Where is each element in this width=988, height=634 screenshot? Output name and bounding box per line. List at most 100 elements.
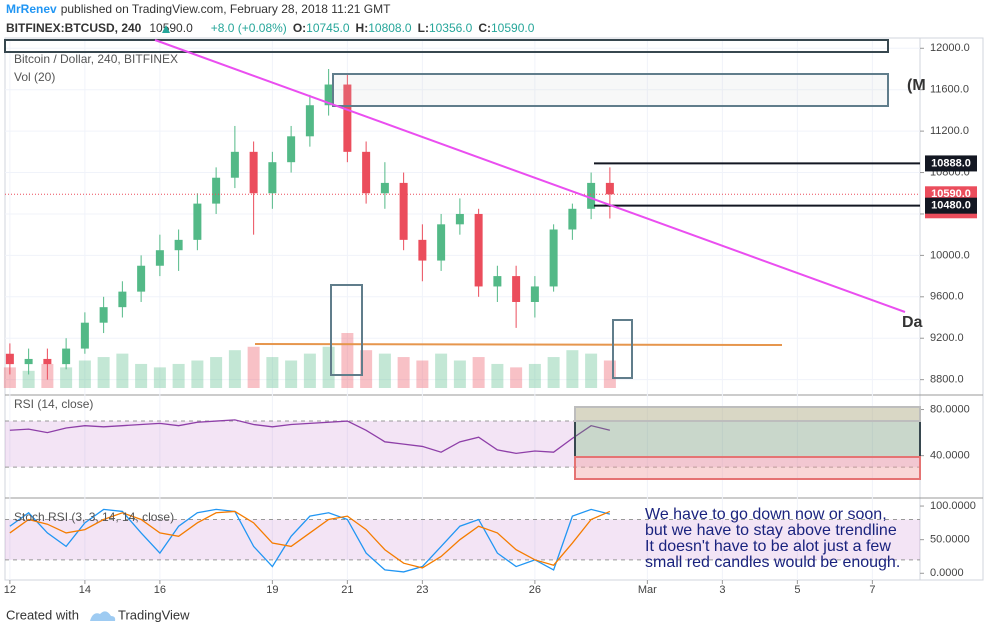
candle-body: [399, 182, 408, 240]
published: published on TradingView.com, February 2…: [61, 2, 391, 16]
volume-bar: [435, 353, 448, 388]
rsi-zone: [574, 456, 921, 480]
candle-body: [193, 203, 202, 240]
quote-value: 10356.0: [429, 21, 473, 35]
author[interactable]: MrRenev: [6, 2, 57, 16]
footer-text: Created with: [6, 607, 79, 622]
candle-body: [512, 276, 521, 302]
panel-frame: [4, 37, 984, 581]
volume-bar: [603, 360, 616, 388]
x-tick-label: 21: [341, 584, 353, 596]
quote-label: L:: [418, 21, 429, 35]
candle-body: [437, 224, 446, 261]
y-tick-label: 0.0000: [930, 567, 964, 579]
volume-bar: [510, 367, 523, 388]
quote-label: C:: [478, 21, 491, 35]
plot: 12000.011600.011200.010800.010400.010000…: [4, 40, 977, 596]
volume-bar: [228, 350, 241, 388]
rsi-legend: RSI (14, close): [14, 397, 93, 411]
change: +8.0 (+0.08%): [211, 21, 287, 35]
x-tick-label: 26: [529, 584, 541, 596]
x-tick-label: Mar: [638, 584, 657, 596]
trendline: [154, 39, 906, 313]
x-tick-label: 16: [154, 584, 166, 596]
volume-bar: [285, 360, 298, 388]
candle-body: [99, 307, 108, 323]
volume-bar: [210, 357, 223, 388]
y-tick-label: 10000.0: [930, 249, 970, 261]
x-tick-label: 14: [79, 584, 91, 596]
volume-bar: [528, 363, 541, 388]
candle-body: [587, 182, 596, 209]
candle-body: [268, 162, 277, 194]
volume-bar: [22, 370, 35, 388]
volume-bar: [416, 360, 429, 388]
logo: [90, 611, 116, 621]
volume-bar: [303, 353, 316, 388]
volume-bar: [191, 360, 204, 388]
price-badge: [925, 155, 977, 172]
price-badge-label: 10888.0: [931, 157, 971, 169]
last-price: 10590.0: [149, 21, 193, 35]
x-tick-label: 23: [416, 584, 428, 596]
rsi-zone: [574, 406, 921, 458]
candle-body: [212, 177, 221, 204]
volume-bar: [247, 346, 260, 388]
volume-bar: [397, 357, 410, 388]
indicator-line: [9, 508, 611, 573]
y-tick-label: 80.0000: [930, 403, 970, 415]
candle-body: [530, 286, 539, 302]
candle-body: [230, 151, 239, 178]
band: [5, 519, 920, 560]
note-line: but we have to stay above trendline: [645, 522, 897, 539]
annotation: Da: [902, 314, 923, 331]
volume-bar: [585, 353, 598, 388]
indicator-line: [9, 510, 611, 569]
quote-label: H:: [356, 21, 369, 35]
indicator-line: [9, 419, 611, 454]
candle-body: [24, 358, 33, 365]
volume-bar: [491, 363, 504, 388]
volume-legend: Vol (20): [14, 70, 55, 84]
candle-body: [343, 84, 352, 152]
volume-bar: [97, 357, 110, 388]
volume-bar: [60, 367, 73, 388]
y-tick-label: 100.0000: [930, 500, 976, 512]
band: [5, 421, 920, 468]
candle-body: [287, 136, 296, 163]
x-tick-label: 7: [869, 584, 875, 596]
x-tick-label: 3: [719, 584, 725, 596]
candle-body: [418, 239, 427, 261]
candle-body: [137, 265, 146, 292]
drawing-box: [4, 39, 889, 53]
candle-body: [305, 105, 314, 137]
candle-body: [493, 276, 502, 287]
volume-bar: [472, 357, 485, 388]
quote-label: O:: [293, 21, 306, 35]
candle-body: [155, 250, 164, 266]
candle-body: [605, 182, 614, 195]
volume-bar: [360, 350, 373, 388]
volume-bar: [322, 346, 335, 388]
volume-bar: [116, 353, 129, 388]
quote-value: 10745.0: [306, 21, 350, 35]
candle-body: [43, 358, 52, 365]
candle-body: [474, 213, 483, 287]
price-legend: Bitcoin / Dollar, 240, BITFINEX: [14, 52, 178, 66]
candle-body: [568, 208, 577, 230]
footer-brand[interactable]: TradingView: [118, 607, 190, 622]
candle-body: [362, 151, 371, 194]
price-badge: [925, 197, 977, 214]
y-tick-label: 50.0000: [930, 534, 970, 546]
volume-bar: [153, 367, 166, 388]
candle-body: [174, 239, 183, 251]
quote-value: 10590.0: [491, 21, 535, 35]
stoch-legend: Stoch RSI (3, 3, 14, 14, close): [14, 510, 174, 524]
y-tick-label: 8800.0: [930, 374, 964, 386]
price-badge-label: 10480.0: [931, 200, 971, 212]
symbol: BITFINEX:BTCUSD, 240: [6, 21, 142, 35]
candle-body: [324, 84, 333, 106]
support-line: [254, 343, 783, 346]
quote-value: 10808.0: [368, 21, 412, 35]
volume-bar: [566, 350, 579, 388]
